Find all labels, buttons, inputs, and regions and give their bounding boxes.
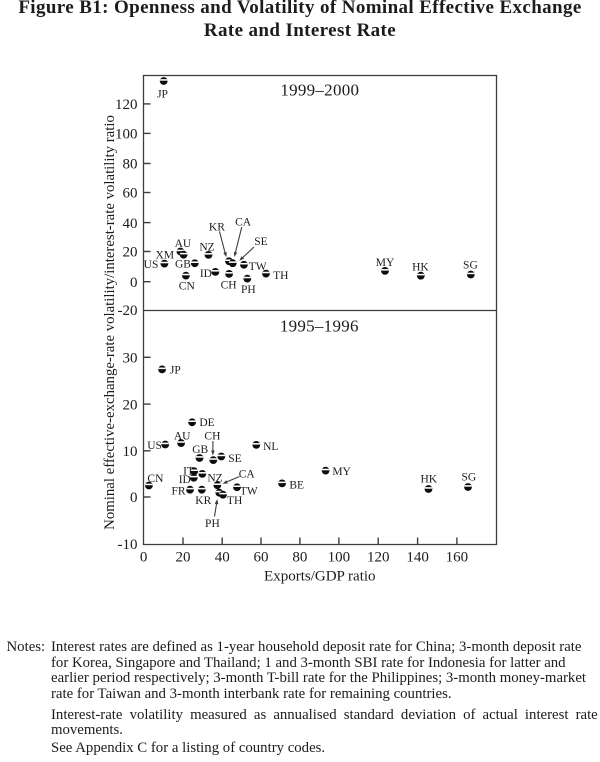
svg-text:TW: TW [240, 486, 258, 498]
svg-text:0: 0 [140, 550, 148, 566]
svg-text:SE: SE [228, 453, 241, 465]
svg-text:CA: CA [239, 468, 256, 480]
svg-text:ID: ID [200, 268, 212, 280]
svg-text:SG: SG [461, 471, 476, 483]
svg-text:30: 30 [123, 351, 138, 367]
svg-text:AU: AU [174, 430, 191, 442]
svg-text:160: 160 [446, 550, 469, 566]
svg-text:KR: KR [195, 495, 211, 507]
svg-text:Nominal effective-exchange-rat: Nominal effective-exchange-rate volatili… [102, 115, 118, 530]
svg-text:120: 120 [367, 550, 390, 566]
svg-text:US: US [147, 440, 162, 452]
svg-text:80: 80 [292, 550, 307, 566]
svg-text:GB: GB [192, 444, 208, 456]
svg-text:100: 100 [115, 127, 138, 143]
svg-text:GB: GB [175, 259, 191, 271]
svg-text:PH: PH [241, 284, 256, 296]
svg-text:JP: JP [170, 364, 181, 376]
svg-text:HK: HK [420, 474, 437, 486]
svg-text:CH: CH [221, 279, 237, 291]
svg-text:JP: JP [157, 89, 168, 101]
svg-text:20: 20 [176, 550, 191, 566]
svg-text:AU: AU [175, 238, 192, 250]
svg-text:TW: TW [249, 261, 267, 273]
svg-text:1995–1996: 1995–1996 [280, 316, 359, 335]
svg-text:60: 60 [123, 186, 138, 202]
svg-text:0: 0 [130, 275, 138, 291]
svg-text:140: 140 [406, 550, 429, 566]
svg-text:NL: NL [263, 441, 278, 453]
svg-text:ID: ID [179, 474, 191, 486]
svg-text:CN: CN [179, 281, 196, 293]
svg-text:100: 100 [328, 550, 351, 566]
svg-text:10: 10 [123, 444, 138, 460]
svg-text:NZ: NZ [199, 242, 214, 254]
svg-text:MY: MY [332, 466, 351, 478]
svg-text:XM: XM [156, 250, 175, 262]
svg-text:PH: PH [205, 518, 220, 530]
svg-text:120: 120 [115, 97, 138, 113]
svg-text:IT: IT [183, 465, 194, 477]
svg-text:MY: MY [376, 257, 395, 269]
svg-text:20: 20 [123, 397, 138, 413]
svg-text:1999–2000: 1999–2000 [280, 81, 359, 100]
svg-text:20: 20 [123, 245, 138, 261]
svg-text:CH: CH [204, 430, 220, 442]
svg-text:BE: BE [289, 479, 304, 491]
svg-text:CA: CA [235, 217, 252, 229]
svg-text:Exports/GDP ratio: Exports/GDP ratio [264, 568, 376, 584]
svg-text:-20: -20 [118, 303, 138, 319]
svg-text:40: 40 [123, 216, 138, 232]
svg-text:SG: SG [463, 260, 478, 272]
svg-text:80: 80 [123, 157, 138, 173]
svg-text:NZ: NZ [207, 473, 222, 485]
svg-text:0: 0 [130, 490, 138, 506]
svg-text:HK: HK [412, 262, 429, 274]
svg-text:CN: CN [147, 473, 164, 485]
svg-text:TH: TH [273, 270, 288, 282]
svg-text:US: US [144, 259, 159, 271]
svg-text:TH: TH [227, 495, 242, 507]
svg-text:SE: SE [254, 236, 267, 248]
svg-text:60: 60 [254, 550, 269, 566]
svg-text:40: 40 [215, 550, 230, 566]
svg-text:-10: -10 [118, 537, 138, 553]
svg-text:FR: FR [171, 485, 185, 497]
svg-text:KR: KR [209, 221, 225, 233]
svg-text:DE: DE [199, 417, 214, 429]
